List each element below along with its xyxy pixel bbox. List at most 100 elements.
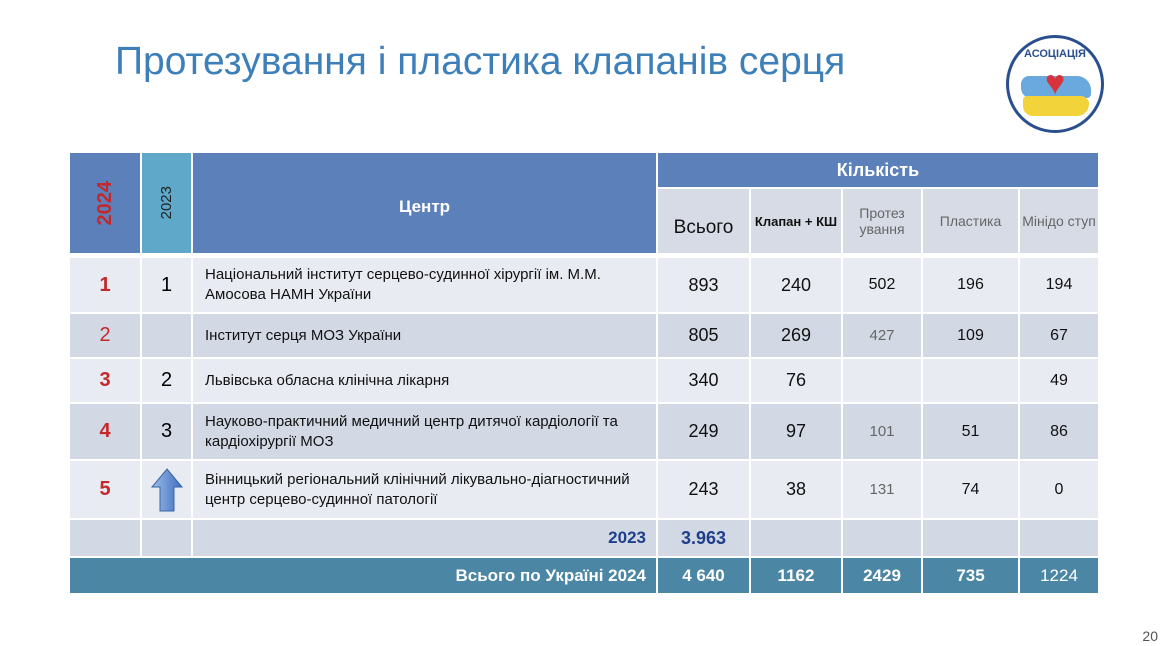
totals-prosthesis-text: 2429 bbox=[863, 565, 901, 585]
valve-cabg-text: 76 bbox=[785, 370, 807, 390]
column-header-text: Мінідо ступ bbox=[1022, 213, 1096, 229]
total: 805 bbox=[658, 314, 751, 359]
rank-2024-text: 3 bbox=[99, 369, 111, 391]
header-2024-text: 2024 bbox=[93, 180, 116, 226]
prosthesis-text: 427 bbox=[869, 327, 895, 344]
column-header: Всього bbox=[658, 189, 751, 255]
minimal-access: 86 bbox=[1020, 404, 1100, 461]
valve-cabg: 76 bbox=[751, 359, 843, 404]
valve-cabg-text: 240 bbox=[780, 274, 812, 295]
center-name: Науково-практичний медичний центр дитячо… bbox=[193, 404, 658, 461]
totals-label-text: Всього по Україні 2024 bbox=[455, 565, 647, 585]
minimal-access: 49 bbox=[1020, 359, 1100, 404]
totals-plasty-text: 735 bbox=[956, 565, 985, 585]
plasty-text: 196 bbox=[957, 276, 984, 293]
minimal-access-text: 0 bbox=[1054, 480, 1064, 498]
rank-2024-text: 5 bbox=[99, 478, 111, 500]
totals-prosthesis: 2429 bbox=[843, 558, 923, 595]
rank-2023-text: 1 bbox=[160, 273, 173, 296]
rank-2023-text: 3 bbox=[160, 420, 173, 442]
rank-2024: 5 bbox=[70, 461, 142, 520]
total-text: 893 bbox=[688, 274, 719, 295]
column-header: Протез ування bbox=[843, 189, 923, 255]
plasty-text: 74 bbox=[961, 480, 980, 498]
center-name-text: Вінницький регіональний клінічний лікува… bbox=[205, 470, 630, 508]
empty-cell bbox=[142, 520, 193, 558]
header-center-text: Центр bbox=[398, 197, 451, 216]
total-text: 805 bbox=[688, 325, 719, 345]
column-header: Клапан + КШ bbox=[751, 189, 843, 255]
empty-cell bbox=[843, 520, 923, 558]
total-text: 243 bbox=[688, 479, 719, 499]
totals-total-text: 4 640 bbox=[682, 565, 725, 585]
center-name-text: Львівська обласна клінічна лікарня bbox=[205, 371, 450, 389]
plasty: 51 bbox=[923, 404, 1020, 461]
center-name: Вінницький регіональний клінічний лікува… bbox=[193, 461, 658, 520]
rank-2024: 2 bbox=[70, 314, 142, 359]
prosthesis: 131 bbox=[843, 461, 923, 520]
prosthesis: 502 bbox=[843, 258, 923, 314]
valve-cabg-text: 269 bbox=[780, 325, 812, 345]
total-text: 249 bbox=[688, 421, 719, 441]
totals-plasty: 735 bbox=[923, 558, 1020, 595]
header-quantity-text: Кількість bbox=[836, 159, 920, 180]
total: 893 bbox=[658, 258, 751, 314]
center-name-text: Інститут серця МОЗ України bbox=[205, 326, 402, 344]
valve-cabg: 97 bbox=[751, 404, 843, 461]
header-2024: 2024 bbox=[70, 153, 142, 255]
column-header-text: Клапан + КШ bbox=[754, 213, 838, 229]
prosthesis-text: 101 bbox=[869, 423, 895, 440]
minimal-access-text: 49 bbox=[1050, 371, 1068, 389]
plasty-text: 51 bbox=[961, 422, 980, 440]
column-header-text: Пластика bbox=[939, 213, 1002, 229]
valve-cabg-text: 97 bbox=[785, 421, 807, 441]
center-name: Інститут серця МОЗ України bbox=[193, 314, 658, 359]
minimal-access: 67 bbox=[1020, 314, 1100, 359]
total: 340 bbox=[658, 359, 751, 404]
totals-total: 4 640 bbox=[658, 558, 751, 595]
header-2023: 2023 bbox=[142, 153, 193, 255]
arrow-up-icon bbox=[150, 467, 183, 511]
valve-cabg: 38 bbox=[751, 461, 843, 520]
rank-2023: 3 bbox=[142, 404, 193, 461]
totals-valve-cabg: 1162 bbox=[751, 558, 843, 595]
rank-2023 bbox=[142, 461, 193, 520]
empty-cell bbox=[1020, 520, 1100, 558]
total: 243 bbox=[658, 461, 751, 520]
rank-2024: 1 bbox=[70, 258, 142, 314]
prosthesis-text: 502 bbox=[868, 276, 896, 293]
rank-2024-text: 4 bbox=[99, 420, 111, 442]
totals-label: Всього по Україні 2024 bbox=[70, 558, 658, 595]
rank-2023 bbox=[142, 314, 193, 359]
header-quantity: Кількість bbox=[658, 153, 1100, 189]
rank-2023: 1 bbox=[142, 258, 193, 314]
column-header: Пластика bbox=[923, 189, 1020, 255]
center-name-text: Національний інститут серцево-судинної х… bbox=[205, 266, 601, 303]
prev-year-total: 3.963 bbox=[658, 520, 751, 558]
rank-2024-text: 2 bbox=[99, 324, 111, 346]
prev-year-label: 2023 bbox=[193, 520, 658, 558]
plasty: 196 bbox=[923, 258, 1020, 314]
rank-2023: 2 bbox=[142, 359, 193, 404]
rank-2024-text: 1 bbox=[99, 273, 111, 296]
empty-cell bbox=[751, 520, 843, 558]
minimal-access-text: 194 bbox=[1045, 276, 1073, 293]
rank-2023-text: 2 bbox=[160, 369, 173, 391]
center-name: Львівська обласна клінічна лікарня bbox=[193, 359, 658, 404]
association-logo: ♥ АСОЦІАЦІЯ bbox=[1006, 35, 1104, 133]
empty-cell bbox=[70, 520, 142, 558]
rank-2024: 4 bbox=[70, 404, 142, 461]
totals-minimal: 1224 bbox=[1020, 558, 1100, 595]
prosthesis bbox=[843, 359, 923, 404]
header-2023-text: 2023 bbox=[158, 186, 175, 220]
prev-year-total-text: 3.963 bbox=[680, 527, 727, 548]
minimal-access: 194 bbox=[1020, 258, 1100, 314]
rank-2024: 3 bbox=[70, 359, 142, 404]
header-center: Центр bbox=[193, 153, 658, 255]
minimal-access-text: 86 bbox=[1050, 422, 1068, 440]
empty-cell bbox=[923, 520, 1020, 558]
plasty: 109 bbox=[923, 314, 1020, 359]
minimal-access-text: 67 bbox=[1050, 326, 1068, 344]
valve-cabg: 269 bbox=[751, 314, 843, 359]
valve-cabg: 240 bbox=[751, 258, 843, 314]
